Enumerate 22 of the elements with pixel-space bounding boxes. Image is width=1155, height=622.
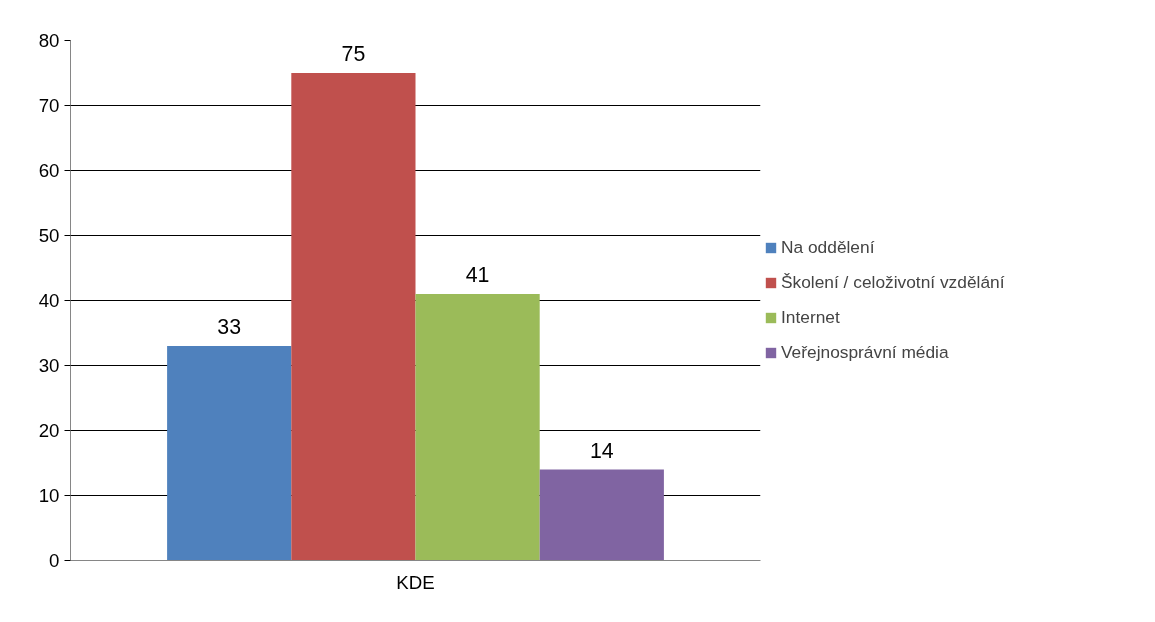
data-label: 41 bbox=[465, 263, 490, 287]
y-tick-label: 20 bbox=[38, 420, 60, 441]
x-tick-label: KDE bbox=[396, 571, 435, 593]
y-tick-label: 40 bbox=[38, 290, 60, 311]
legend-label: Veřejnosprávní média bbox=[781, 342, 949, 363]
y-tick-label: 80 bbox=[38, 30, 60, 51]
bar bbox=[291, 73, 416, 561]
legend-label: Školení / celoživotní vzdělání bbox=[781, 272, 1005, 293]
y-tick-label: 10 bbox=[38, 485, 60, 506]
y-tick-label: 60 bbox=[38, 160, 60, 181]
bar bbox=[539, 469, 664, 561]
data-label: 14 bbox=[589, 438, 614, 463]
y-tick-label: 0 bbox=[49, 550, 60, 571]
data-label: 33 bbox=[217, 315, 242, 339]
y-tick-label: 70 bbox=[38, 95, 60, 116]
y-tick-label: 50 bbox=[38, 225, 60, 246]
y-tick-label: 30 bbox=[38, 355, 60, 376]
legend-label: Internet bbox=[781, 307, 840, 328]
data-label: 75 bbox=[341, 42, 366, 66]
legend-label: Na oddělení bbox=[781, 237, 875, 258]
bar bbox=[167, 346, 292, 561]
bar bbox=[415, 294, 540, 561]
